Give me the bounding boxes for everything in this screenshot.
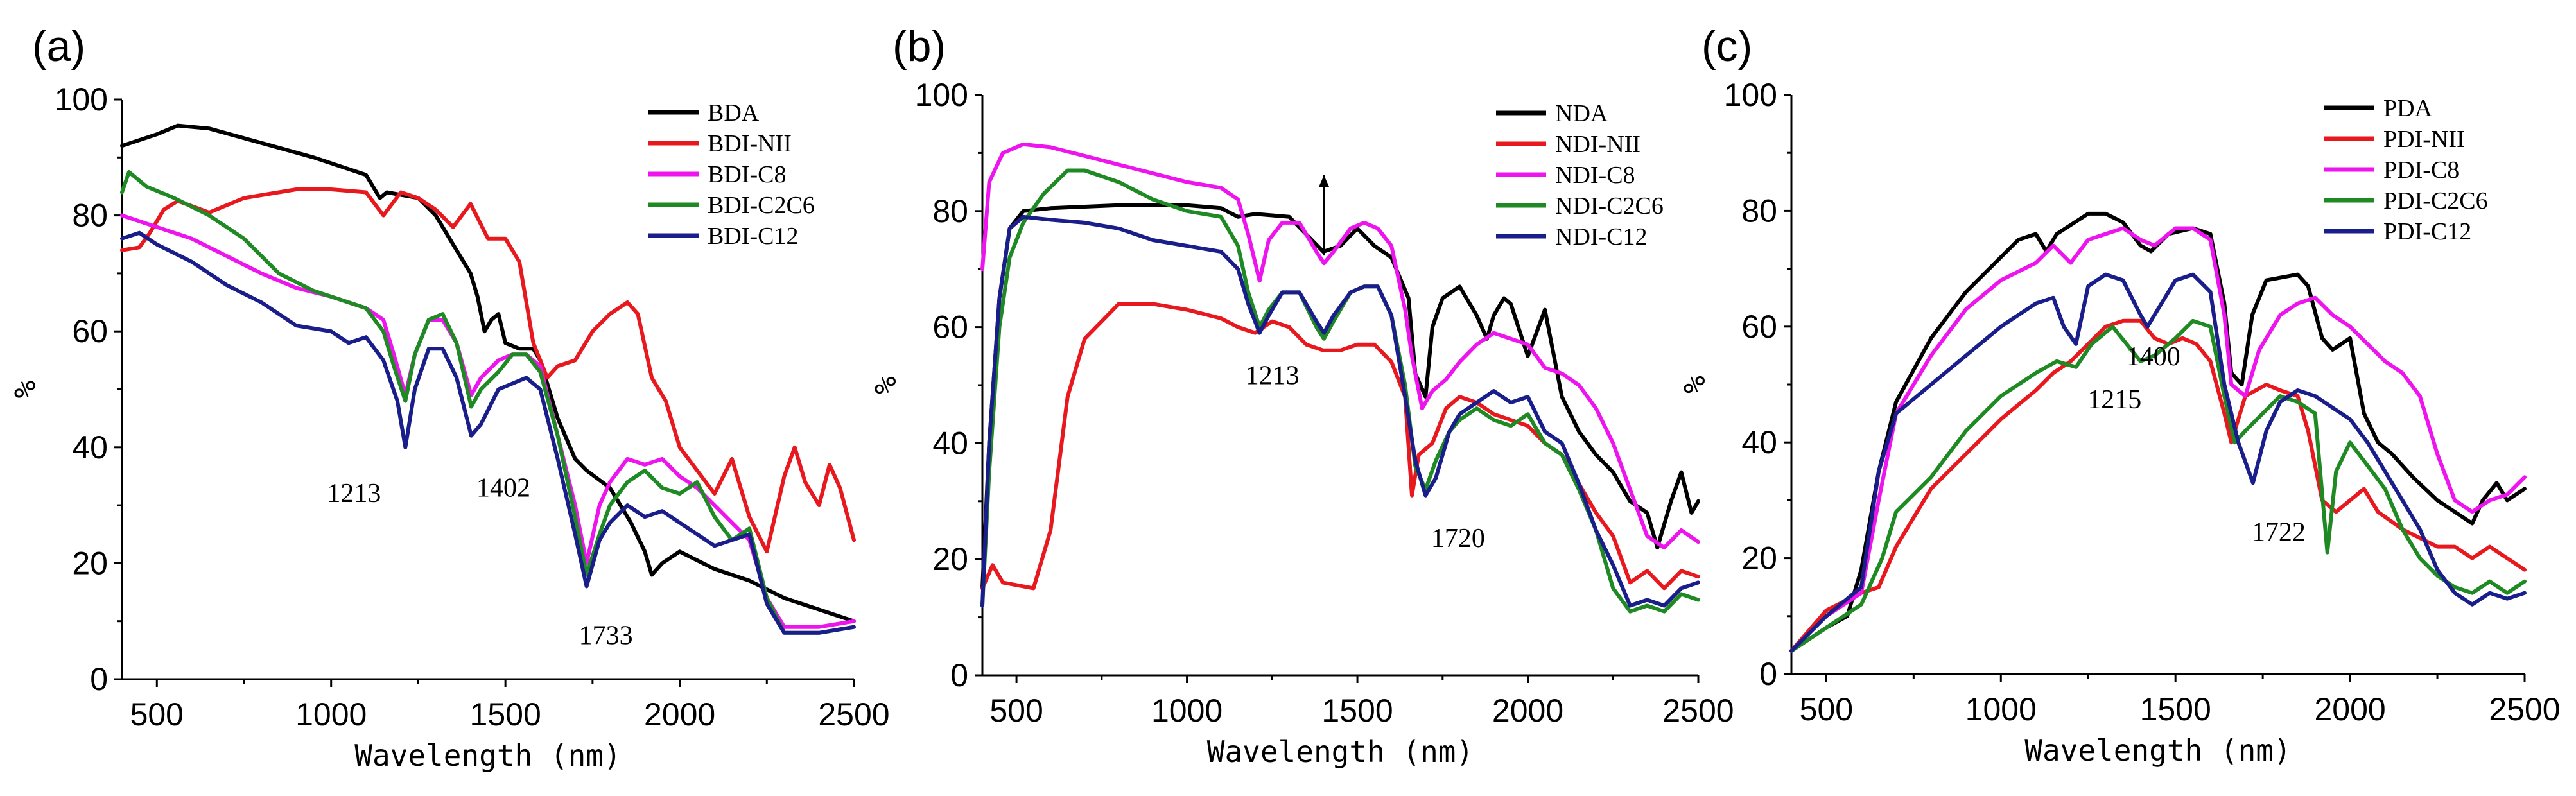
legend-label: PDI-NII	[2383, 126, 2465, 153]
legend-label: BDI-C12	[708, 223, 798, 250]
annotation-label: 1213	[327, 479, 381, 508]
x-axis-title: Wavelength (nm)	[2024, 733, 2291, 768]
annotation-label: 1720	[1431, 524, 1485, 553]
y-tick-label: 40	[1741, 424, 1777, 460]
x-tick-label: 1000	[1965, 691, 2037, 727]
annotation-label: 1215	[2087, 385, 2141, 415]
x-tick-label: 500	[130, 696, 184, 732]
x-tick-label: 1500	[1321, 693, 1393, 729]
chart-panel-b: (b) 500 1000 1500 2000 2500 0 20 40 60 80 100 Wavele…	[868, 22, 1734, 769]
x-axis-title: Wavelength (nm)	[1207, 734, 1474, 769]
series-line-pda	[1789, 211, 2527, 653]
y-tick-label: 100	[55, 82, 108, 117]
y-axis-title: %	[1677, 376, 1712, 394]
legend-label: NDI-C2C6	[1555, 193, 1664, 220]
x-tick-label: 2000	[2314, 691, 2385, 727]
legend: PDA PDI-NII PDI-C8 PDI-C2C6 PDI-C12	[2324, 95, 2488, 245]
series-line-bdi-nii	[120, 187, 856, 554]
y-tick-label: 100	[1724, 77, 1777, 113]
annotation-label: 1402	[476, 474, 530, 503]
y-tick-label: 100	[915, 77, 968, 113]
chart-panel-c: (c) 500 1000 1500 2000 2500 0 20 40 60 80 100 Wavele…	[1677, 22, 2561, 768]
y-tick-label: 80	[72, 198, 108, 234]
y-tick-label: 20	[932, 541, 968, 577]
series-line-nda	[980, 203, 1700, 591]
y-tick-label: 20	[1741, 541, 1777, 576]
legend-label: PDI-C8	[2383, 157, 2459, 184]
y-tick-label: 0	[90, 661, 108, 697]
legend: NDA NDI-NII NDI-C8 NDI-C2C6 NDI-C12	[1496, 100, 1664, 250]
legend-label: PDI-C12	[2383, 218, 2471, 245]
legend-label: PDI-C2C6	[2383, 187, 2488, 214]
series-line-bdi-c12	[120, 230, 856, 635]
x-tick-label: 1500	[470, 696, 541, 732]
annotation-arrow-head	[1319, 175, 1330, 187]
y-tick-label: 60	[932, 309, 968, 345]
legend-label: NDI-NII	[1555, 131, 1640, 158]
panel-letter: (a)	[32, 22, 85, 71]
series-line-bdi-c2c6	[120, 169, 856, 635]
series-line-pdi-c2c6	[1789, 318, 2527, 653]
y-tick-label: 80	[1741, 193, 1777, 229]
annotation-label: 1400	[2127, 342, 2180, 372]
legend-label: BDI-NII	[708, 130, 792, 157]
x-tick-label: 1500	[2140, 691, 2211, 727]
series-line-pdi-c8	[1789, 226, 2527, 653]
series-line-bdi-c8	[120, 213, 856, 629]
legend-label: BDA	[708, 100, 760, 126]
series-line-pdi-c12	[1789, 272, 2527, 653]
y-tick-label: 20	[72, 545, 108, 581]
y-axis-title: %	[8, 381, 42, 399]
legend-label: BDI-C8	[708, 161, 786, 188]
x-tick-label: 2000	[644, 696, 715, 732]
series-line-ndi-c12	[980, 214, 1700, 608]
y-tick-label: 0	[1759, 656, 1777, 692]
x-tick-label: 2000	[1492, 693, 1563, 729]
legend-label: NDI-C12	[1555, 223, 1648, 250]
legend-label: BDI-C2C6	[708, 192, 815, 219]
x-tick-label: 2500	[818, 696, 889, 732]
legend-label: NDI-C8	[1555, 162, 1635, 189]
x-tick-label: 500	[989, 693, 1043, 729]
y-tick-label: 40	[932, 425, 968, 461]
series-line-bda	[120, 123, 856, 623]
series-line-ndi-c8	[980, 142, 1700, 550]
chart-panel-a: (a) 500 1000 1500 2000 2500 0 20 40 60 80 100 Wavele…	[8, 22, 890, 773]
panel-letter: (b)	[892, 22, 946, 71]
series-line-pdi-nii	[1789, 318, 2527, 653]
y-tick-label: 60	[1741, 309, 1777, 345]
panel-letter: (c)	[1701, 22, 1752, 71]
annotation-label: 1213	[1246, 361, 1300, 391]
y-tick-label: 60	[72, 313, 108, 349]
y-tick-label: 40	[72, 429, 108, 465]
legend-label: PDA	[2383, 95, 2433, 122]
y-tick-label: 0	[950, 657, 968, 693]
legend-label: NDA	[1555, 100, 1608, 127]
y-axis-title: %	[868, 376, 903, 394]
x-tick-label: 1000	[1151, 693, 1223, 729]
legend: BDA BDI-NII BDI-C8 BDI-C2C6 BDI-C12	[648, 100, 815, 250]
x-axis-title: Wavelength (nm)	[354, 738, 621, 773]
x-tick-label: 1000	[295, 696, 367, 732]
annotation-label: 1733	[579, 621, 633, 651]
y-tick-label: 80	[932, 193, 968, 229]
annotation-label: 1722	[2252, 517, 2306, 547]
x-tick-label: 2500	[1662, 693, 1734, 729]
x-tick-label: 2500	[2489, 691, 2560, 727]
x-tick-label: 500	[1800, 691, 1853, 727]
